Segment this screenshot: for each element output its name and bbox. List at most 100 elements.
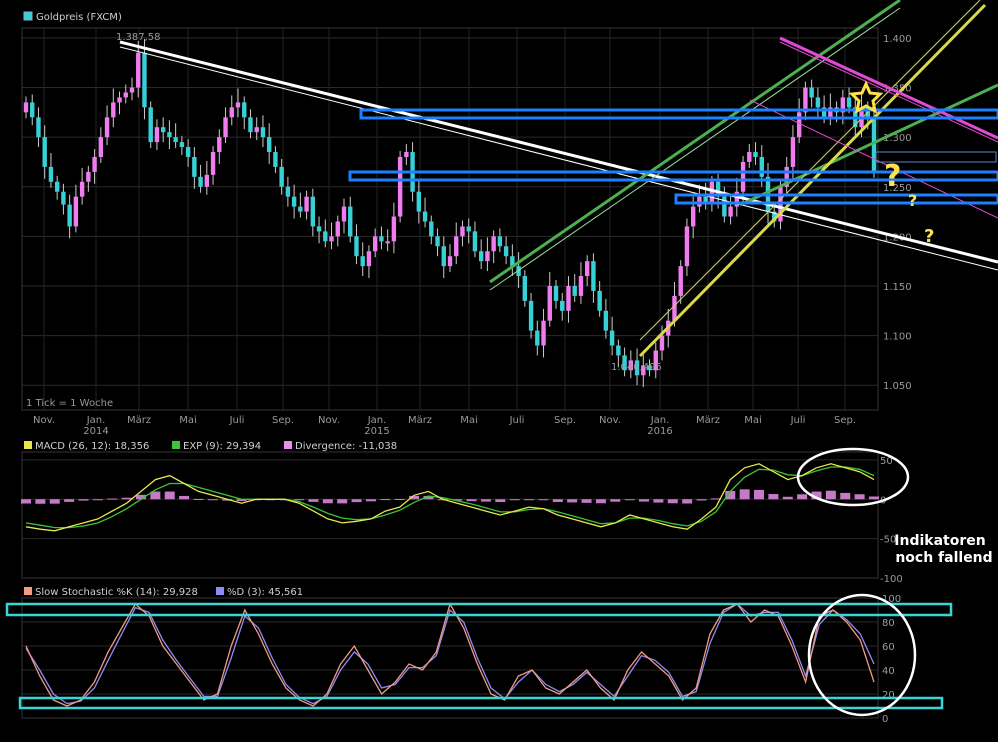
- price-y-tick-label: 1.100: [883, 332, 912, 343]
- macd-legend-label: EXP (9): 29,394: [183, 441, 261, 452]
- divergence-bar: [107, 498, 118, 500]
- stoch-y-tick-label: 60: [882, 642, 895, 653]
- year-label: 2014: [83, 426, 108, 437]
- price-x-tick-label: März: [408, 415, 432, 426]
- macd-y-tick-label: 50: [880, 456, 893, 467]
- price-x-tick-label: Jan.: [650, 415, 670, 426]
- divergence-bar: [351, 499, 362, 503]
- candle-body: [23, 102, 29, 113]
- candle-body: [179, 142, 185, 148]
- candle-body: [30, 102, 35, 118]
- divergence-bar: [322, 499, 333, 504]
- macd-legend-label: MACD (26, 12): 18,356: [35, 441, 149, 452]
- candle-body: [385, 241, 390, 244]
- price-x-tick-label: Nov.: [599, 415, 621, 426]
- candle-body: [254, 127, 259, 133]
- candle-body: [447, 256, 453, 267]
- candle-body: [429, 221, 434, 237]
- divergence-bar: [35, 499, 46, 504]
- price-x-tick-label: Nov.: [318, 415, 340, 426]
- price-x-tick-label: Juli: [229, 415, 245, 426]
- stoch-panel-frame: [21, 597, 879, 719]
- divergence-bar: [394, 498, 405, 500]
- candle-body: [840, 97, 846, 113]
- candle-body: [441, 246, 446, 267]
- candle-body: [728, 206, 733, 217]
- candle-body: [148, 107, 153, 143]
- divergence-bar: [524, 499, 535, 501]
- candle-body: [491, 236, 496, 252]
- divergence-bar: [840, 492, 851, 500]
- price-x-tick-label: Sep.: [834, 415, 856, 426]
- candle-body: [248, 117, 253, 133]
- candle-body: [48, 166, 54, 182]
- trendline-green-lower: [739, 83, 998, 207]
- candle-body: [341, 206, 347, 222]
- candle-body: [79, 181, 85, 197]
- divergence-bar: [466, 499, 477, 502]
- macd-legend-label: Divergence: -11,038: [295, 441, 397, 452]
- divergence-bar: [337, 499, 348, 504]
- candle-body: [360, 256, 365, 267]
- candle-body: [472, 231, 478, 252]
- candle-body: [485, 251, 490, 262]
- year-label: 2015: [364, 426, 389, 437]
- candle-body: [67, 204, 72, 227]
- divergence-bar: [380, 499, 391, 501]
- candle-body: [36, 117, 41, 138]
- candle-body: [535, 330, 540, 346]
- candle-body: [616, 345, 621, 356]
- candle-body: [821, 107, 827, 118]
- candle-body: [628, 360, 634, 371]
- candle-body: [198, 176, 203, 187]
- divergence-bar: [308, 499, 319, 502]
- price-y-tick-label: 1.150: [883, 282, 912, 293]
- divergence-bar: [78, 499, 89, 501]
- candle-body: [304, 196, 309, 212]
- candle-body: [379, 236, 384, 242]
- divergence-bar: [538, 499, 549, 501]
- candle-body: [597, 290, 602, 311]
- candle-body: [73, 196, 79, 227]
- price-x-tick-label: Juli: [509, 415, 525, 426]
- candle-body: [690, 206, 696, 227]
- candle-body: [86, 171, 91, 182]
- stoch-d-swatch: [216, 587, 224, 595]
- candle-body: [653, 350, 658, 371]
- candle-body: [684, 226, 690, 267]
- stoch-k-swatch: [24, 587, 32, 595]
- candle-body: [266, 137, 272, 153]
- candle-body: [136, 52, 141, 88]
- annotation-line1: Indikatoren: [894, 533, 985, 549]
- macd-y-tick-label: -50: [880, 535, 896, 546]
- candle-body: [210, 152, 216, 175]
- high-label: 1.387,58: [116, 32, 161, 43]
- price-x-tick-label: Juli: [790, 415, 806, 426]
- price-x-tick-label: Mai: [460, 415, 478, 426]
- tick-note: 1 Tick = 1 Woche: [26, 398, 113, 409]
- candle-body: [753, 152, 758, 157]
- candle-body: [422, 211, 428, 222]
- candle-body: [316, 226, 322, 232]
- candle-body: [98, 137, 104, 157]
- stoch-highlight-circle: [807, 593, 917, 717]
- candle-body: [803, 87, 808, 113]
- candle-body: [703, 196, 708, 202]
- candle-body: [566, 285, 571, 311]
- macd-legend-swatch: [284, 441, 292, 449]
- candle-body: [348, 206, 353, 237]
- candle-body: [142, 52, 147, 108]
- candle-body: [391, 216, 397, 242]
- price-y-tick-label: 1.250: [883, 183, 912, 194]
- exp-line: [25, 466, 875, 529]
- price-x-tick-label: März: [696, 415, 720, 426]
- stoch-y-tick-label: 40: [882, 666, 895, 677]
- divergence-bar: [653, 499, 664, 503]
- price-x-tick-label: Sep.: [554, 415, 576, 426]
- divergence-bar: [452, 499, 463, 501]
- candle-body: [460, 226, 465, 237]
- candle-body: [622, 355, 627, 371]
- stoch-y-tick-label: 80: [882, 618, 895, 629]
- candle-body: [609, 330, 615, 346]
